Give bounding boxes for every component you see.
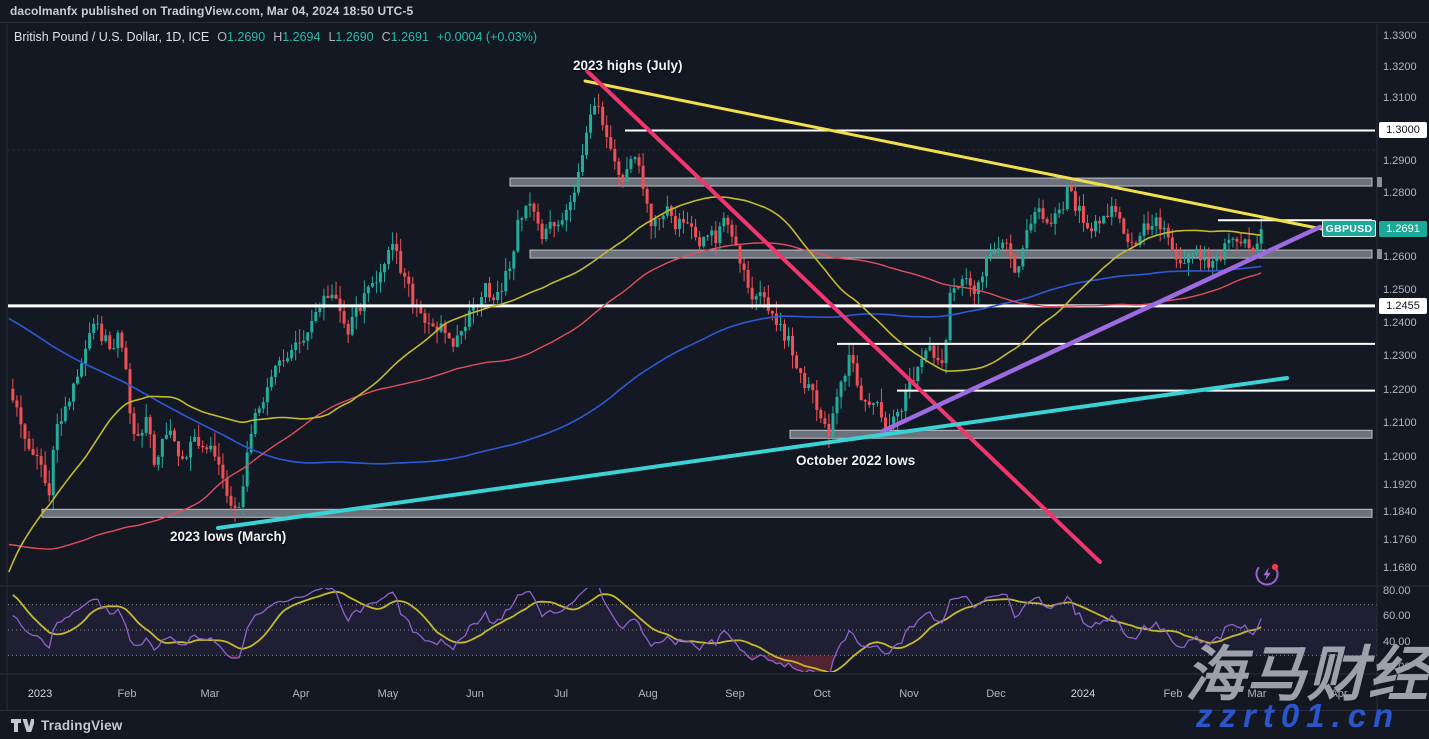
publish-idea-bolt-icon[interactable] <box>1252 559 1282 589</box>
time-label-feb: Feb <box>1163 688 1183 700</box>
rsi-tick-80.00: 80.00 <box>1383 585 1411 597</box>
annotation-2023-lows: 2023 lows (March) <box>170 529 287 544</box>
resistance-zone-1.2825-1.2850 <box>509 177 1373 187</box>
high-value: H1.2694 <box>273 30 321 44</box>
price-label-1-2455: 1.2455 <box>1379 297 1427 314</box>
publish-info-text: dacolmanfx published on TradingView.com,… <box>10 4 414 18</box>
time-label-jun: Jun <box>466 688 484 700</box>
price-tick-1.2500: 1.2500 <box>1383 284 1417 297</box>
watermark-url: zzrt01.cn <box>1196 697 1401 734</box>
rsi-pane <box>8 588 1377 672</box>
price-tick-1.2100: 1.2100 <box>1383 417 1417 430</box>
time-label-feb: Feb <box>117 688 137 700</box>
time-label-oct: Oct <box>813 688 831 700</box>
sma-50-line <box>8 196 1262 573</box>
price-label-1-3000: 1.3000 <box>1379 122 1427 139</box>
low-value: L1.2690 <box>328 30 374 44</box>
time-label-jul: Jul <box>553 688 569 700</box>
price-tick-1.1920: 1.1920 <box>1383 478 1417 491</box>
price-tick-1.2400: 1.2400 <box>1383 316 1417 329</box>
close-value: C1.2691 <box>381 30 429 44</box>
price-tick-1.1680: 1.1680 <box>1383 562 1417 574</box>
price-tick-1.2300: 1.2300 <box>1383 350 1417 363</box>
time-label-apr: Apr <box>1330 688 1348 700</box>
annotation-2023-highs: 2023 highs (July) <box>573 58 683 73</box>
price-tick-1.2200: 1.2200 <box>1383 383 1417 396</box>
watermark-text: 海马财经 <box>1185 641 1429 708</box>
publish-bar: dacolmanfx published on TradingView.com,… <box>0 0 1429 23</box>
footer-bar: TradingView <box>0 710 1429 739</box>
rsi-signal-line <box>12 590 1262 672</box>
price-tick-1.2000: 1.2000 <box>1383 451 1417 464</box>
tradingview-logo-icon[interactable] <box>10 718 34 733</box>
price-tick-1.2900: 1.2900 <box>1383 155 1417 168</box>
price-tick-1.2600: 1.2600 <box>1383 251 1417 264</box>
open-value: O1.2690 <box>217 30 266 44</box>
rsi-tick-40.00: 40.00 <box>1383 635 1411 648</box>
time-label-apr: Apr <box>292 688 310 700</box>
rsi-tick-60.00: 60.00 <box>1383 610 1411 623</box>
symbol-price-tag: GBPUSD <box>1322 220 1376 237</box>
steep-descending-line-pink <box>585 69 1102 564</box>
rsi-line <box>12 588 1262 672</box>
price-axis[interactable]: 1.3000 1.2455 1.2691 1.3300 1.3200 1.3100 1… <box>1378 24 1429 710</box>
current-price-label: 1.2691 <box>1379 220 1427 237</box>
price-tick-1.2800: 1.2800 <box>1383 186 1417 199</box>
time-label-nov: Nov <box>899 688 919 700</box>
price-tick-1.1840: 1.1840 <box>1383 506 1417 519</box>
moving-averages <box>8 196 1262 573</box>
time-label-mar: Mar <box>1247 688 1267 700</box>
2023-march-lows-zone <box>41 508 1373 518</box>
symbol-title: British Pound / U.S. Dollar, 1D, ICE <box>14 30 210 44</box>
annotation-october-2022-lows: October 2022 lows <box>796 453 916 468</box>
time-axis[interactable]: 2023 Feb Mar Apr May Jun Jul Aug Sep Oct Nov Dec 202… <box>0 674 1377 710</box>
symbol-info-bar[interactable]: British Pound / U.S. Dollar, 1D, ICE O1.… <box>14 30 537 44</box>
sma-100-line <box>8 242 1262 550</box>
time-label-dec: Dec <box>986 688 1006 700</box>
time-label-2024: 2024 <box>1070 688 1096 700</box>
ascending-trendline-from-2023-lows-teal <box>216 376 1289 530</box>
price-tick-1.3100: 1.3100 <box>1383 92 1417 105</box>
time-label-mar: Mar <box>200 688 220 700</box>
zone-1.2600-1.2626 <box>529 249 1373 259</box>
price-tick-1.3300: 1.3300 <box>1383 30 1417 42</box>
rsi-tick-20.00: 20.00 <box>1383 661 1411 673</box>
ascending-trendline-from-oct-2023-purple <box>880 224 1323 434</box>
time-label-sep: Sep <box>725 688 745 700</box>
descending-trendline-from-2023-highs-yellow <box>583 79 1324 231</box>
candlestick-series <box>11 93 1263 522</box>
change-value: +0.0004 (+0.03%) <box>436 30 537 44</box>
price-tick-1.3200: 1.3200 <box>1383 60 1417 73</box>
october-2022-lows-zone <box>789 429 1373 439</box>
price-tick-1.1760: 1.1760 <box>1383 534 1417 547</box>
time-label-2023: 2023 <box>27 688 53 700</box>
tradingview-brand-text[interactable]: TradingView <box>41 717 123 733</box>
time-label-may: May <box>377 688 399 700</box>
time-label-aug: Aug <box>638 688 658 700</box>
sma-200-line <box>8 265 1262 465</box>
